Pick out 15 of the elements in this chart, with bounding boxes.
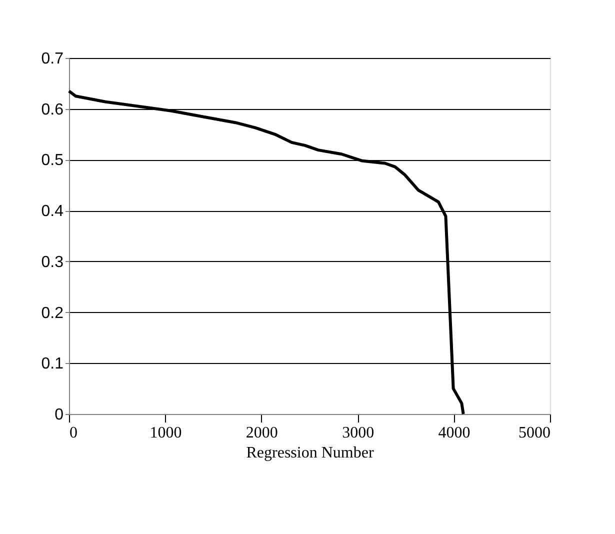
y-tick-label: 0.3 xyxy=(41,254,64,271)
y-tick-label: 0.1 xyxy=(41,356,64,373)
y-tick-label: 0.6 xyxy=(41,101,64,118)
x-tick-label: 4000 xyxy=(438,424,470,442)
y-tick-label: 0 xyxy=(54,406,64,424)
x-tick-label: 2000 xyxy=(246,424,278,442)
y-tick-label: 0.2 xyxy=(41,304,64,322)
y-tick-label: 0.7 xyxy=(41,50,64,68)
x-tick-label: 5000 xyxy=(518,424,550,442)
x-tick-label: 1000 xyxy=(150,424,182,442)
x-tick-label: 3000 xyxy=(342,424,374,442)
y-tick-label: 0.4 xyxy=(41,203,64,220)
x-tick-label: 0 xyxy=(70,424,78,442)
x-axis-title: Regression Number xyxy=(246,444,374,462)
y-tick-label: 0.5 xyxy=(41,152,64,170)
